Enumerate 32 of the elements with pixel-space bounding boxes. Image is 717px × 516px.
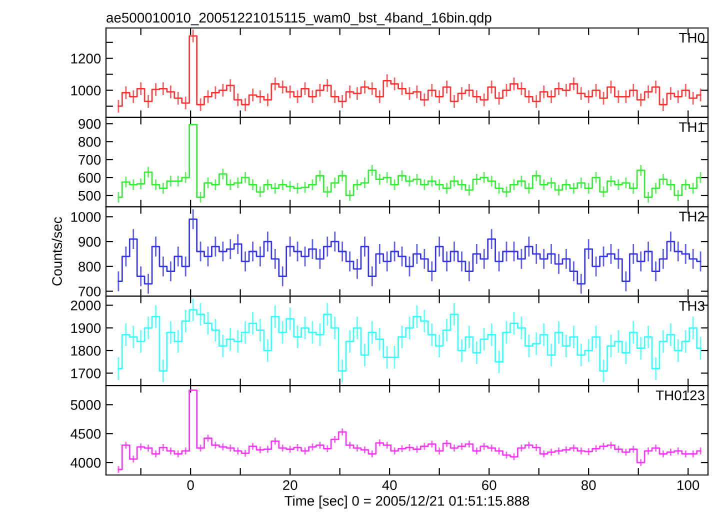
y-tick-label: 1900: [71, 323, 101, 334]
y-axis-title: Counts/sec: [52, 217, 62, 286]
y-tick-label: 1700: [71, 368, 101, 378]
y-tick-label: 1800: [71, 346, 101, 356]
y-tick-label: 2000: [70, 300, 101, 310]
y-tick-label: 4000: [70, 458, 101, 468]
y-tick-label: 1000: [71, 212, 101, 222]
y-tick-label: 900: [78, 236, 101, 247]
x-tick-label: 0: [187, 480, 194, 490]
y-tick-label: 700: [78, 154, 101, 165]
annotation: TH0123: [656, 390, 704, 400]
y-tick-label: 4500: [70, 428, 101, 439]
y-tick-label: 900: [78, 119, 101, 129]
annotation: TH0: [679, 32, 704, 43]
annotation: TH3: [679, 301, 704, 311]
annotation: TH2: [679, 212, 704, 222]
x-axis-title: Time [sec] 0 = 2005/12/21 01:51:15.888: [284, 496, 530, 509]
y-tick-label: 1200: [71, 54, 101, 64]
chart-title: ae500010010_20051221015115_wam0_bst_4band_16bin.qdp: [106, 12, 492, 26]
x-tick-label: 20: [283, 480, 298, 490]
y-tick-label: 700: [78, 286, 101, 296]
y-tick-label: 600: [78, 172, 101, 183]
y-tick-label: 1000: [71, 86, 101, 96]
y-tick-label: 800: [78, 136, 101, 147]
y-tick-label: 800: [78, 262, 101, 272]
y-tick-label: 500: [78, 190, 101, 201]
x-tick-label: 80: [581, 480, 596, 490]
y-tick-label: 5000: [70, 400, 101, 410]
x-tick-label: 40: [382, 480, 397, 490]
x-tick-label: 100: [678, 480, 700, 490]
x-tick-label: 60: [482, 480, 496, 490]
annotation: TH1: [679, 122, 704, 132]
